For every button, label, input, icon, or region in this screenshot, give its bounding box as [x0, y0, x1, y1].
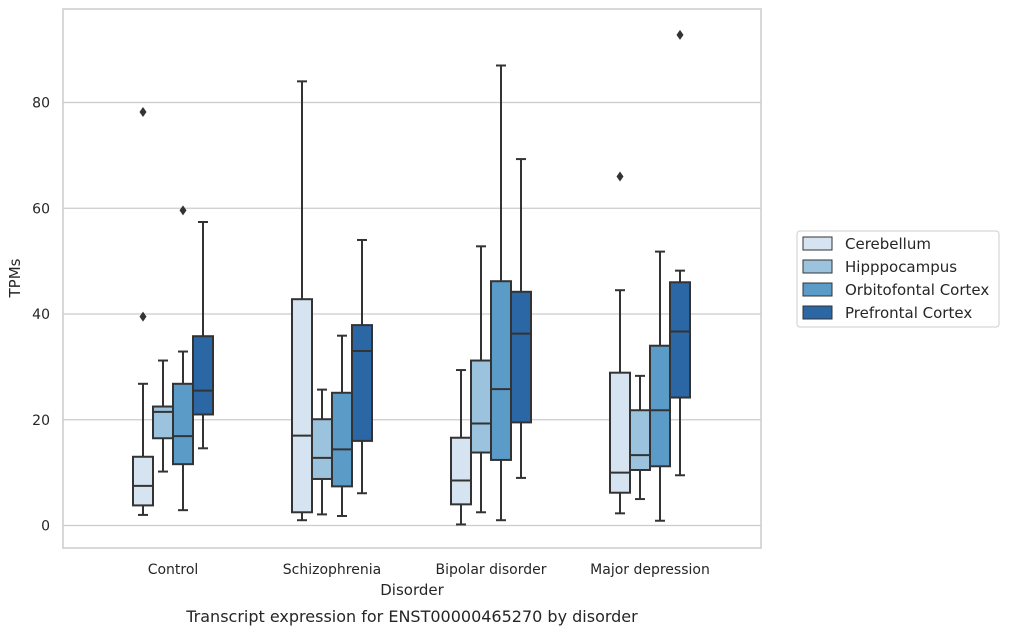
legend-label: Cerebellum: [845, 235, 931, 253]
legend-swatch: [802, 236, 833, 251]
box-body: [629, 409, 651, 471]
box-body: [609, 371, 631, 494]
legend-swatch: [802, 305, 833, 320]
outlier-point: [616, 171, 624, 182]
outlier-point: [139, 311, 147, 322]
series-cerebellum: [132, 80, 631, 526]
x-tick-label: Control: [148, 562, 199, 578]
box-item: [609, 171, 631, 515]
y-tick-label: 40: [32, 307, 50, 323]
legend-swatch: [802, 282, 833, 297]
box-body: [510, 290, 532, 424]
outlier-point: [179, 205, 187, 216]
box-item: [490, 64, 512, 522]
x-tick-label: Schizophrenia: [283, 562, 381, 578]
series-prefrontal-cortex: [192, 29, 691, 495]
plot-frame: [62, 8, 762, 549]
x-axis-label: Disorder: [380, 581, 444, 599]
series-orbitofontal-cortex: [172, 64, 671, 522]
y-tick-label: 60: [32, 201, 50, 217]
box-item: [470, 245, 492, 514]
box-item: [132, 107, 154, 516]
box-item: [669, 29, 691, 477]
box-body: [351, 324, 373, 442]
box-body: [291, 298, 313, 514]
y-tick-label: 20: [32, 413, 50, 429]
box-item: [450, 369, 472, 526]
legend-label: Hipppocampus: [845, 258, 957, 276]
box-item: [629, 374, 651, 501]
box-item: [152, 359, 174, 473]
series-hipppocampus: [152, 245, 651, 516]
box-body: [311, 418, 333, 480]
box-item: [192, 220, 214, 450]
box-body: [192, 335, 214, 416]
box-body: [669, 281, 691, 399]
x-tick-label: Bipolar disorder: [435, 562, 546, 578]
box-body: [470, 359, 492, 454]
outlier-point: [676, 29, 684, 40]
box-item: [649, 250, 671, 522]
box-body: [649, 344, 671, 468]
legend: Cerebellum Hipppocampus Orbitofontal Corte…: [796, 230, 1000, 328]
box-body: [331, 391, 353, 488]
chart-caption: Transcript expression for ENST0000046527…: [185, 607, 638, 626]
box-body: [172, 382, 194, 466]
legend-frame: [796, 230, 1000, 328]
y-tick-label: 0: [41, 519, 50, 535]
box-item: [510, 158, 532, 479]
x-tick-label: Major depression: [590, 562, 710, 578]
box-series: [132, 29, 691, 526]
box-item: [172, 205, 194, 512]
y-tick-label: 80: [32, 96, 50, 112]
legend-label: Orbitofontal Cortex: [845, 281, 989, 299]
legend-swatch: [802, 259, 833, 274]
y-tick-labels: 0 20 40 60 80: [32, 96, 50, 535]
box-body: [490, 280, 512, 461]
box-body: [132, 455, 154, 507]
box-body: [450, 436, 472, 506]
y-axis-label: TPMs: [6, 258, 24, 298]
box-item: [351, 238, 373, 495]
legend-label: Prefrontal Cortex: [845, 304, 972, 322]
x-tick-labels: Control Schizophrenia Bipolar disorder Majo…: [148, 562, 710, 578]
box-item: [291, 80, 313, 522]
outlier-point: [139, 107, 147, 118]
